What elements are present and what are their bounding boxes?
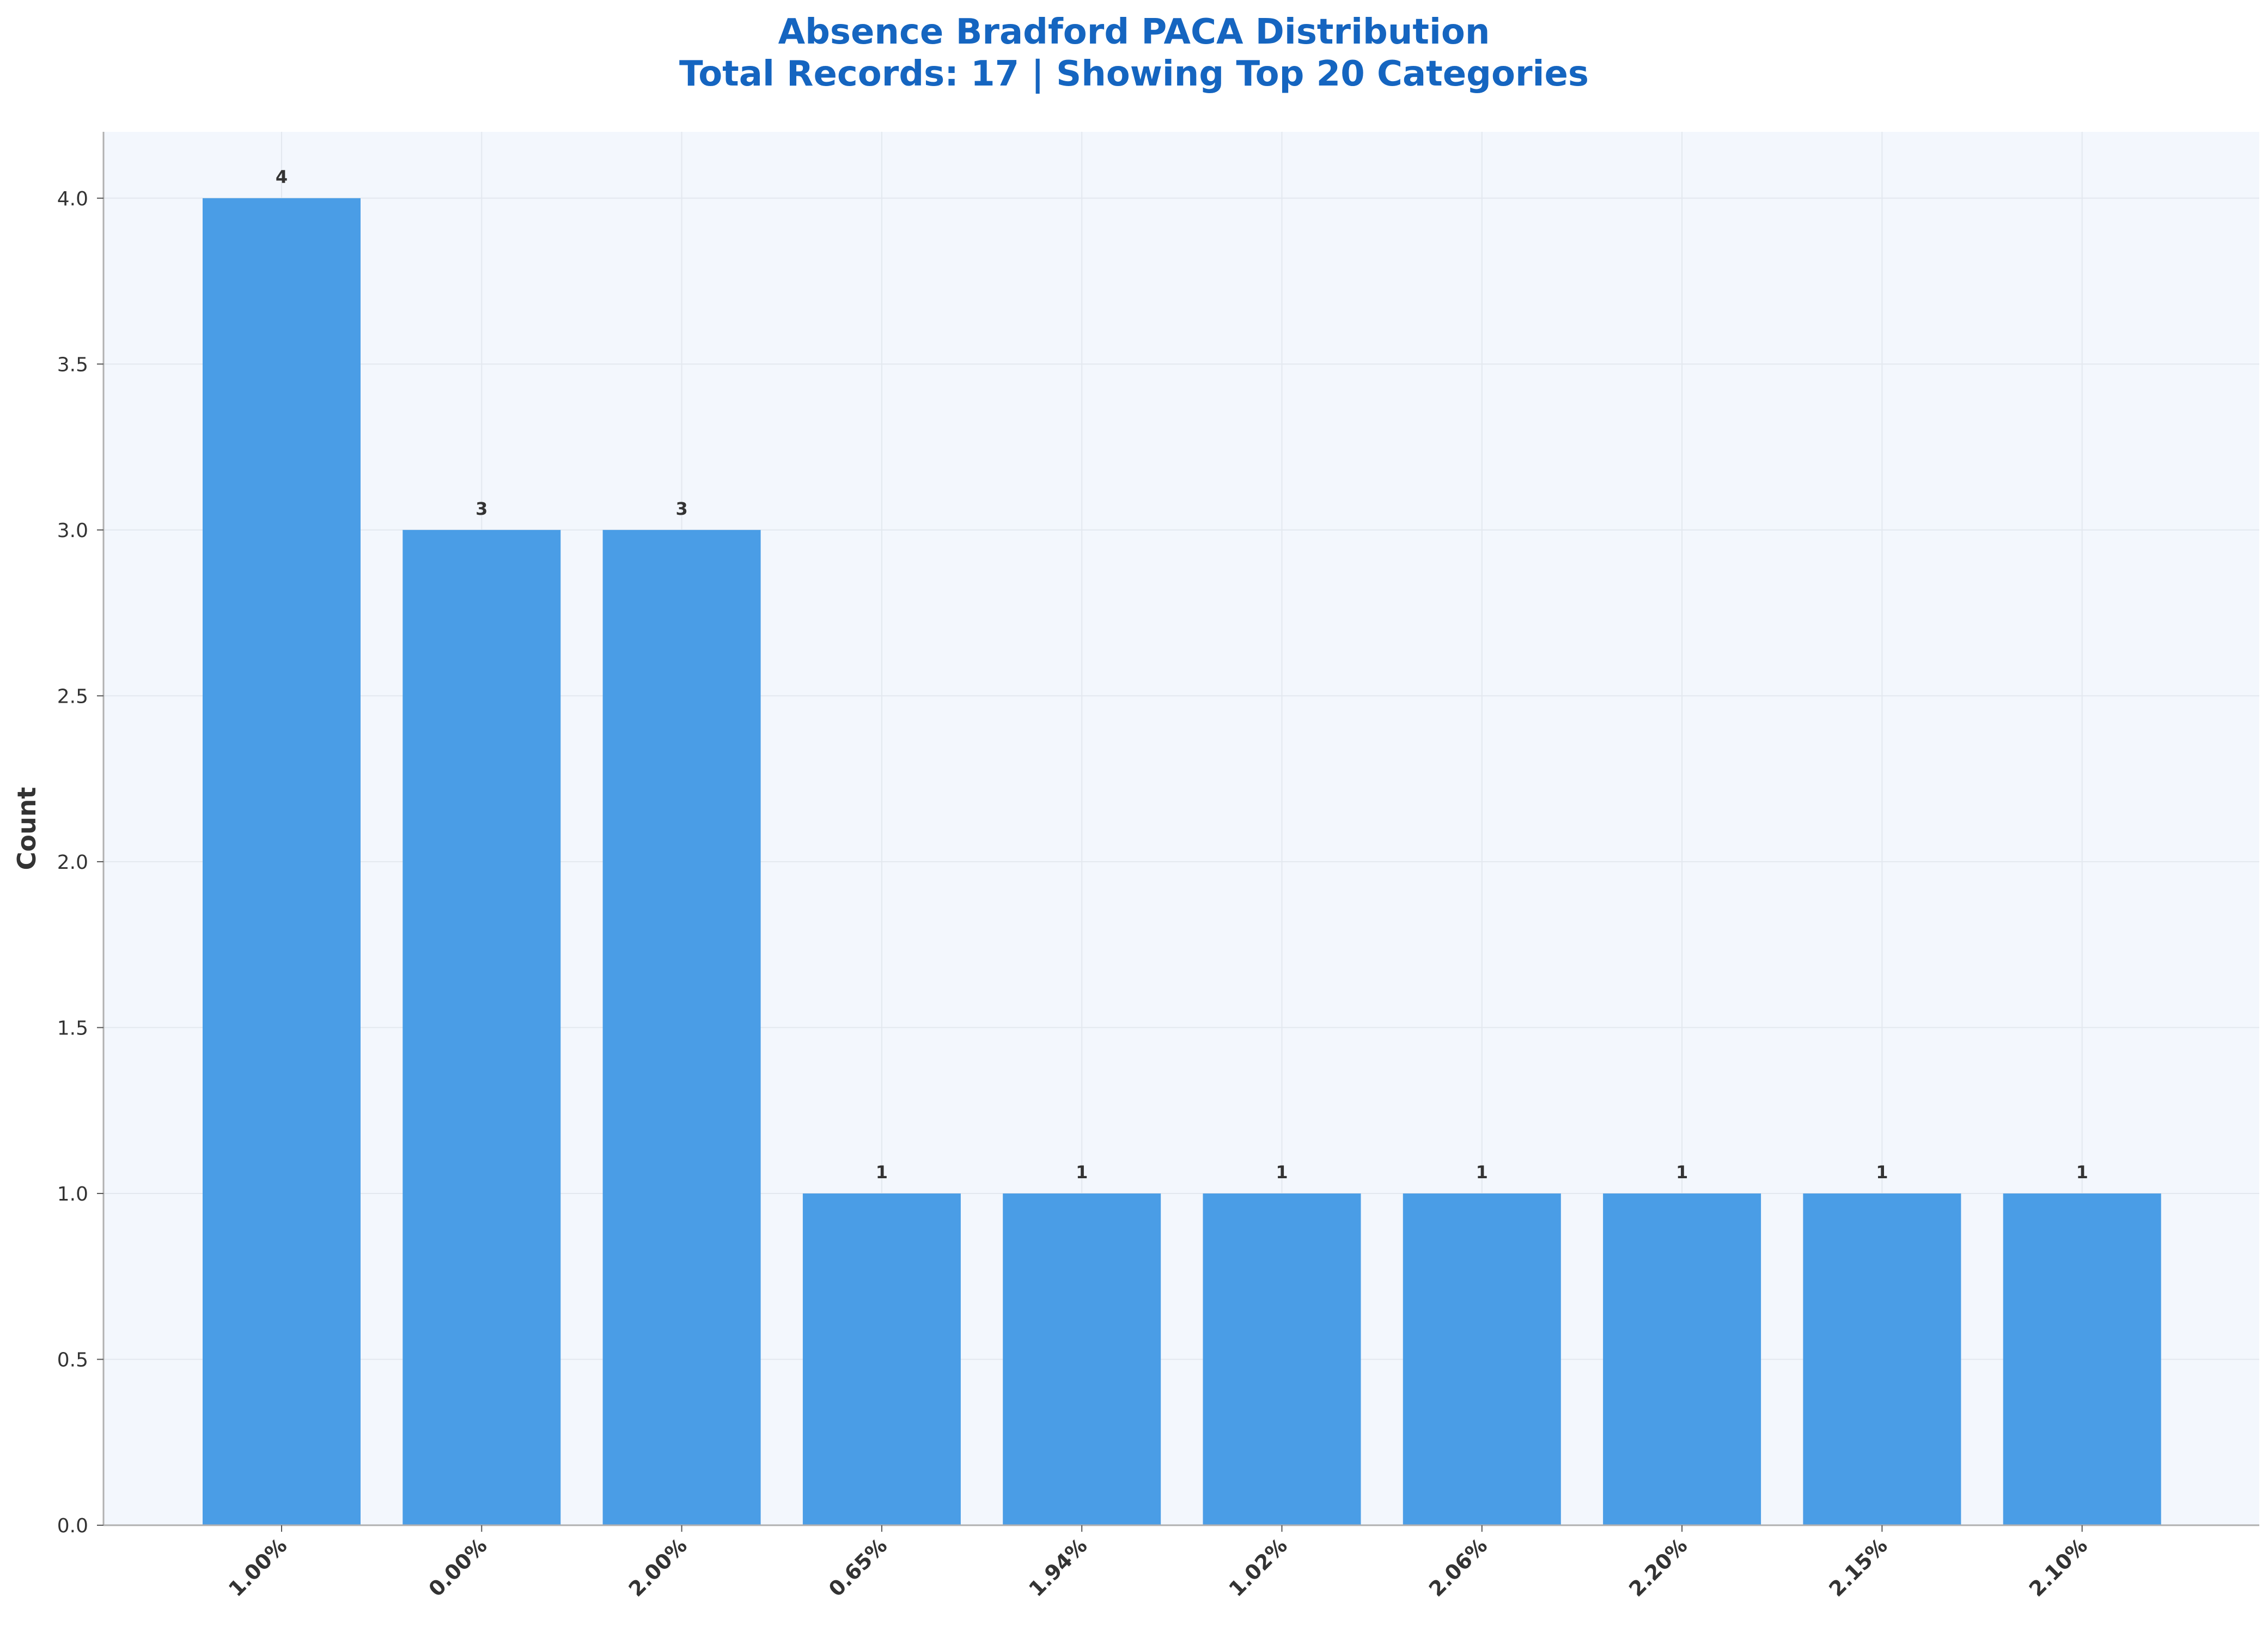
x-tick-label: 0.00% [424,1533,491,1601]
bar-value-label: 1 [1676,1162,1688,1183]
x-tick-label: 0.65% [824,1533,892,1601]
x-tick-label: 1.94% [1024,1533,1092,1601]
bar-value-label: 1 [876,1162,888,1183]
bar-value-label: 4 [276,167,288,187]
bar [1003,1193,1161,1525]
bar-value-label: 3 [675,498,687,519]
y-tick-label: 4.0 [57,188,88,210]
axes [97,132,2259,1532]
y-axis-label: Count [12,787,41,870]
bar [403,529,561,1525]
y-tick-label: 2.0 [57,851,88,874]
x-tick-label: 1.02% [1224,1533,1292,1601]
bar [602,529,761,1525]
bar-value-label: 3 [475,498,487,519]
y-tick-label: 1.5 [57,1017,88,1039]
y-tick-labels: 0.0 0.5 1.0 1.5 2.0 2.5 3.0 3.5 4.0 [57,188,88,1537]
bar [802,1193,961,1525]
bar-value-label: 1 [1876,1162,1888,1183]
x-tick-label: 2.10% [2025,1533,2092,1601]
bar-value-label: 1 [1476,1162,1488,1183]
x-tick-label: 2.00% [624,1533,692,1601]
bar [2003,1193,2161,1525]
y-tick-label: 1.0 [57,1183,88,1205]
y-tick-label: 3.5 [57,354,88,376]
chart-subtitle: Total Records: 17 | Showing Top 20 Categ… [679,54,1589,94]
x-tick-label: 2.20% [1624,1533,1692,1601]
bars [203,198,2161,1525]
bar [1203,1193,1361,1525]
y-tick-label: 0.5 [57,1349,88,1371]
x-tick-label: 2.15% [1824,1533,1892,1601]
x-tick-labels: 1.00% 0.00% 2.00% 0.65% 1.94% 1.02% 2.06% 2.20%… [224,1533,2092,1601]
bar-value-label: 1 [1276,1162,1288,1183]
bar-value-label: 1 [2076,1162,2088,1183]
y-tick-label: 0.0 [57,1515,88,1537]
bar [1803,1193,1961,1525]
y-tick-label: 3.0 [57,520,88,542]
x-tick-label: 1.00% [224,1533,291,1601]
bar-value-label: 1 [1076,1162,1088,1183]
y-tick-label: 2.5 [57,685,88,708]
bar-value-labels: 4 3 3 1 1 1 1 1 1 1 [276,167,2088,1183]
bar [203,198,361,1525]
bar [1603,1193,1761,1525]
bar [1403,1193,1561,1525]
chart-title: Absence Bradford PACA Distribution [778,12,1490,52]
x-tick-label: 2.06% [1424,1533,1492,1601]
